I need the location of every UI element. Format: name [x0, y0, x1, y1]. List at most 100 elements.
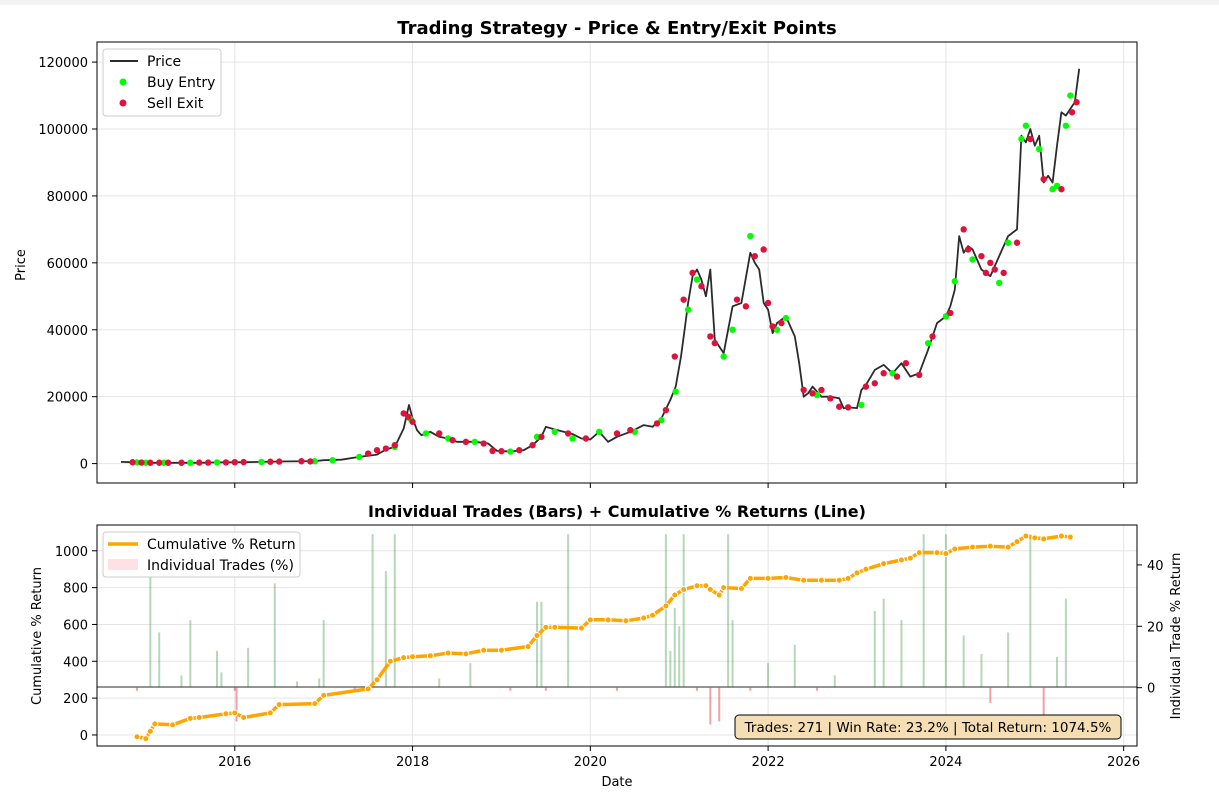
- trade-bar-win: [669, 650, 672, 688]
- cumulative-return-point: [400, 654, 408, 662]
- cumulative-y-tick-label: 400: [63, 655, 88, 670]
- sell-exit-point: [138, 459, 145, 466]
- sell-exit-point: [364, 450, 372, 457]
- cumulative-return-point: [1066, 533, 1074, 541]
- trade-bar-win: [247, 647, 250, 688]
- trade-bar-win: [767, 663, 770, 688]
- trade-y-axis-label: Individual Trade % Return: [1169, 553, 1184, 720]
- price-y-tick-label: 0: [80, 458, 88, 473]
- sell-exit-point: [698, 283, 705, 290]
- price-y-tick-label: 20000: [47, 391, 88, 406]
- cumulative-return-point: [604, 616, 612, 624]
- buy-entry-point: [729, 326, 736, 333]
- cumulative-return-point: [586, 616, 594, 624]
- sell-exit-point: [929, 333, 936, 340]
- sell-exit-point: [836, 403, 843, 410]
- trades-chart-bars: [136, 534, 1067, 725]
- trade-bar-win: [873, 610, 876, 688]
- cumulative-return-point: [577, 624, 585, 632]
- x-tick-label: 2020: [574, 755, 607, 770]
- trade-bar-win: [536, 601, 538, 688]
- trade-bar-win: [731, 620, 734, 688]
- cumulative-return-point: [933, 549, 941, 557]
- cumulative-return-point: [693, 582, 701, 590]
- trades-chart-frame: [96, 524, 1138, 747]
- cumulative-return-point: [426, 652, 434, 660]
- sell-exit-point: [307, 458, 314, 465]
- price-chart-title: Trading Strategy - Price & Entry/Exit Po…: [397, 18, 836, 39]
- x-axis-label: Date: [601, 775, 632, 790]
- cumulative-y-tick-label: 600: [63, 618, 88, 633]
- sell-exit-point: [489, 447, 496, 455]
- cumulative-return-point: [240, 713, 248, 721]
- cumulative-y-tick-label: 0: [80, 729, 88, 744]
- trades-chart-grid: [97, 525, 1137, 746]
- x-tick-label: 2026: [1107, 755, 1140, 770]
- trade-bar-loss: [509, 687, 512, 691]
- sell-exit-point: [382, 445, 390, 452]
- buy-entry-point: [1036, 145, 1043, 153]
- cumulative-return-point: [800, 576, 808, 584]
- trade-bar-win: [944, 534, 947, 688]
- trade-bar-loss: [233, 687, 236, 691]
- sell-exit-point: [498, 448, 505, 455]
- trade-bar-win: [322, 620, 325, 688]
- buy-entry-point: [213, 459, 221, 466]
- sell-exit-point: [204, 459, 212, 466]
- trade-bar-win: [540, 601, 543, 688]
- trade-y-tick-label: 40: [1147, 559, 1164, 574]
- trade-y-tick-label: 20: [1147, 620, 1164, 635]
- buy-entry-point: [969, 256, 976, 263]
- sell-exit-point: [582, 435, 590, 442]
- cumulative-return-point: [649, 611, 657, 619]
- cumulative-return-point: [311, 700, 319, 708]
- trade-bar-loss: [718, 687, 721, 722]
- buy-entry-point: [187, 459, 194, 466]
- sell-exit-point: [222, 459, 230, 466]
- sell-exit-point: [760, 246, 767, 253]
- cumulative-return-point: [542, 623, 550, 631]
- legend-buy-swatch: [119, 78, 127, 86]
- cumulative-return-point: [764, 574, 772, 582]
- trade-bar-win: [962, 635, 965, 688]
- sell-exit-point: [764, 299, 772, 307]
- trade-bar-loss: [136, 687, 138, 691]
- sell-exit-point: [902, 360, 910, 367]
- trade-bar-loss: [616, 687, 618, 691]
- cumulative-return-point: [969, 543, 977, 551]
- price-chart-grid: [97, 42, 1137, 483]
- trade-bar-loss: [544, 687, 547, 691]
- sell-exit-point: [707, 333, 714, 340]
- cumulative-return-point: [497, 646, 505, 654]
- sell-exit-point: [742, 303, 750, 310]
- price-y-tick-label: 100000: [38, 123, 88, 138]
- price-line: [120, 68, 1081, 464]
- sell-exit-point: [373, 447, 381, 454]
- trade-bar-win: [296, 681, 298, 688]
- sell-exit-point: [862, 383, 870, 390]
- sell-exit-point: [267, 458, 274, 465]
- trade-bar-win: [384, 571, 387, 688]
- trade-bar-win: [922, 534, 925, 688]
- cumulative-return-point: [231, 709, 239, 717]
- sell-exit-point: [827, 395, 834, 402]
- buy-entry-point: [471, 438, 478, 446]
- sell-exit-point: [800, 386, 807, 394]
- cumulative-return-point: [951, 545, 959, 553]
- buy-entry-point: [684, 306, 692, 313]
- trade-bar-win: [371, 534, 374, 688]
- trades-chart-cumulative: [133, 532, 1074, 743]
- cumulative-return-point: [1040, 535, 1048, 543]
- stats-annotation: Trades: 271 | Win Rate: 23.2% | Total Re…: [734, 714, 1122, 740]
- cumulative-return-point: [640, 614, 648, 622]
- trade-bar-win: [678, 626, 681, 688]
- trade-bar-win: [469, 663, 472, 688]
- x-tick-label: 2016: [218, 755, 251, 770]
- sell-exit-point: [462, 438, 470, 446]
- sell-exit-point: [1013, 239, 1021, 246]
- cumulative-return-point: [551, 623, 559, 631]
- buy-entry-point: [422, 430, 430, 437]
- price-chart-axes: 0 20000 40000 60000 80000 100000 120000: [38, 56, 1125, 488]
- sell-exit-point: [164, 459, 172, 466]
- buy-entry-point: [507, 448, 514, 455]
